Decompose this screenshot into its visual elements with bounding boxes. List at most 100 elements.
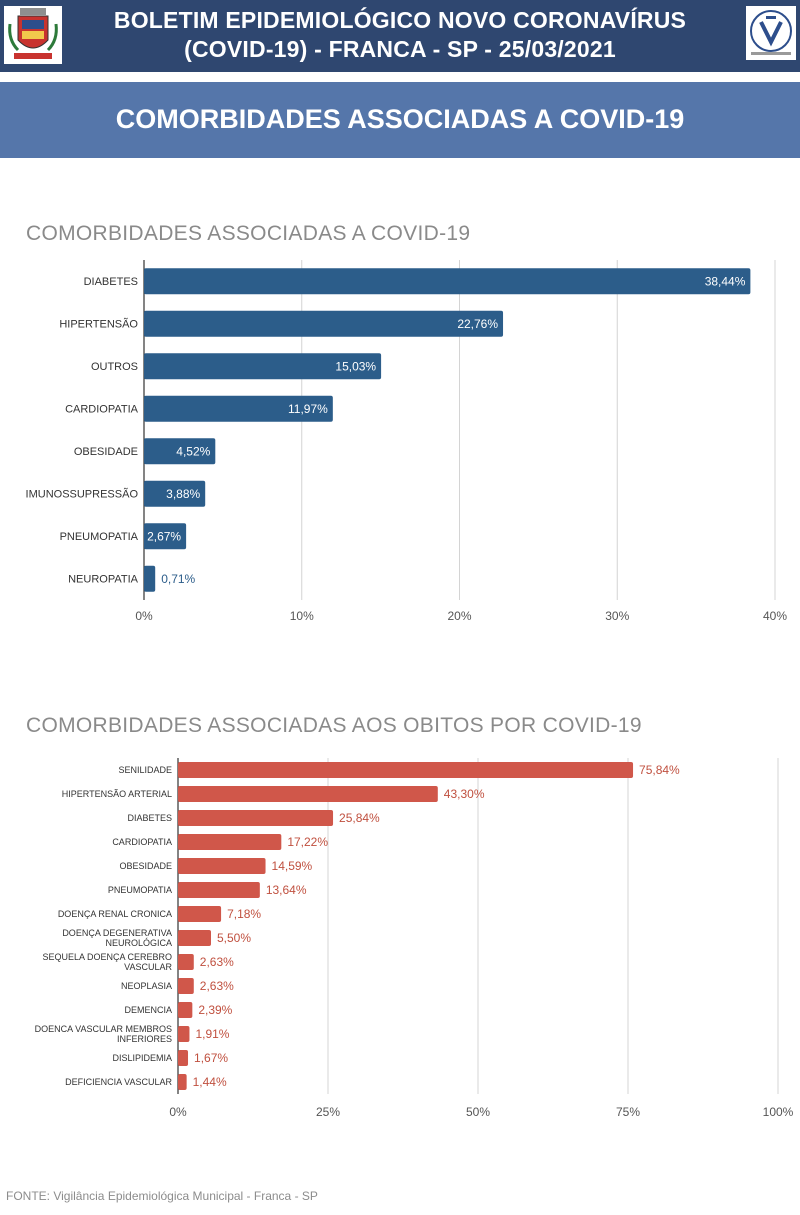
- category-label: DOENCA VASCULAR MEMBROS INFERIORES: [35, 1024, 172, 1044]
- data-label: 13,64%: [266, 883, 307, 897]
- category-label: DIABETES: [127, 813, 172, 823]
- bar: [144, 268, 751, 295]
- category-label-line: DOENÇA RENAL CRONICA: [58, 909, 172, 919]
- x-tick-label: 0%: [135, 609, 153, 623]
- category-label-line: HIPERTENSÃO ARTERIAL: [62, 789, 172, 799]
- category-label-line: HIPERTENSÃO: [59, 318, 138, 331]
- bar: [178, 834, 282, 850]
- data-label: 0,71%: [161, 572, 195, 586]
- category-label: NEOPLASIA: [121, 981, 172, 991]
- bar: [144, 480, 206, 507]
- bar: [178, 810, 334, 826]
- data-label: 4,52%: [176, 444, 210, 458]
- category-label-line: VASCULAR: [124, 962, 172, 972]
- bar: [144, 310, 504, 337]
- data-label: 5,50%: [217, 931, 251, 945]
- category-label: OUTROS: [91, 361, 138, 373]
- banner-title: COMORBIDADES ASSOCIADAS A COVID-19: [115, 104, 685, 134]
- data-label: 2,67%: [147, 529, 181, 543]
- category-label: DOENÇA RENAL CRONICA: [58, 909, 172, 919]
- category-label-line: INFERIORES: [117, 1034, 172, 1044]
- category-label: DOENÇA DEGENERATIVA NEUROLÓGICA: [62, 928, 172, 948]
- category-label: NEUROPATIA: [68, 574, 139, 586]
- bar: [178, 1002, 193, 1018]
- bulletin-title: BOLETIM EPIDEMIOLÓGICO NOVO CORONAVÍRUS …: [80, 6, 720, 64]
- x-tick-label: 10%: [290, 609, 314, 623]
- category-label-line: DIABETES: [127, 813, 172, 823]
- data-label: 25,84%: [339, 811, 380, 825]
- category-label-line: OBESIDADE: [119, 861, 172, 871]
- category-label-line: DOENÇA DEGENERATIVA: [62, 928, 172, 938]
- category-label: DEMENCIA: [124, 1005, 172, 1015]
- data-label: 7,18%: [227, 907, 261, 921]
- bar: [178, 954, 194, 970]
- x-tick-label: 75%: [616, 1105, 640, 1119]
- category-label-line: NEOPLASIA: [121, 981, 172, 991]
- category-label-line: OBESIDADE: [74, 446, 138, 458]
- category-label: OBESIDADE: [74, 446, 138, 458]
- data-label: 2,39%: [198, 1003, 232, 1017]
- category-label-line: OUTROS: [91, 361, 138, 373]
- category-label: HIPERTENSÃO: [59, 318, 138, 331]
- x-tick-label: 40%: [763, 609, 787, 623]
- bar: [144, 565, 156, 592]
- category-label-line: DEMENCIA: [124, 1005, 172, 1015]
- category-label-line: DOENCA VASCULAR MEMBROS: [35, 1024, 172, 1034]
- bar: [178, 906, 222, 922]
- bar: [144, 438, 216, 465]
- source-footnote: FONTE: Vigilância Epidemiológica Municip…: [6, 1189, 318, 1203]
- bar: [178, 786, 438, 802]
- category-label: DIABETES: [84, 276, 138, 288]
- x-tick-label: 0%: [169, 1105, 187, 1119]
- category-label-line: NEUROLÓGICA: [105, 938, 172, 948]
- category-label-line: DISLIPIDEMIA: [112, 1053, 172, 1063]
- bar: [178, 762, 634, 778]
- category-label: CARDIOPATIA: [65, 404, 139, 416]
- category-label-line: PNEUMOPATIA: [60, 531, 139, 543]
- category-label-line: DIABETES: [84, 276, 138, 288]
- data-label: 1,44%: [193, 1075, 227, 1089]
- category-label-line: NEUROPATIA: [68, 574, 139, 586]
- category-label: SEQUELA DOENÇA CEREBRO VASCULAR: [42, 952, 172, 972]
- data-label: 11,97%: [288, 402, 328, 416]
- bulletin-title-line2: (COVID-19) - FRANCA - SP - 25/03/2021: [184, 36, 616, 62]
- category-label: HIPERTENSÃO ARTERIAL: [62, 789, 172, 799]
- data-label: 2,63%: [200, 955, 234, 969]
- x-tick-label: 25%: [316, 1105, 340, 1119]
- section-banner: COMORBIDADES ASSOCIADAS A COVID-19: [0, 82, 800, 158]
- category-label-line: DEFICIENCIA VASCULAR: [65, 1077, 172, 1087]
- category-label-line: SENILIDADE: [118, 765, 172, 775]
- data-label: 15,03%: [335, 359, 376, 373]
- x-tick-label: 20%: [447, 609, 471, 623]
- data-label: 2,63%: [200, 979, 234, 993]
- x-tick-label: 100%: [763, 1105, 794, 1119]
- comorbidities-deaths-chart: 0% 25% 50% 75% 100% SENILIDADE 75,84% HIPERTENS…: [35, 758, 794, 1119]
- category-label-line: PNEUMOPATIA: [108, 885, 172, 895]
- data-label: 3,88%: [166, 487, 200, 501]
- x-tick-label: 30%: [605, 609, 629, 623]
- category-label-line: SEQUELA DOENÇA CEREBRO: [42, 952, 172, 962]
- category-label: CARDIOPATIA: [112, 837, 172, 847]
- data-label: 43,30%: [444, 787, 485, 801]
- data-label: 75,84%: [639, 763, 680, 777]
- category-label-line: CARDIOPATIA: [112, 837, 172, 847]
- bar: [144, 523, 187, 550]
- bar: [144, 395, 333, 422]
- category-label: DISLIPIDEMIA: [112, 1053, 172, 1063]
- chart1-title: COMORBIDADES ASSOCIADAS A COVID-19: [26, 222, 471, 245]
- data-label: 38,44%: [705, 274, 746, 288]
- bar: [178, 1050, 189, 1066]
- x-tick-label: 50%: [466, 1105, 490, 1119]
- bar: [178, 930, 211, 946]
- bulletin-title-line1: BOLETIM EPIDEMIOLÓGICO NOVO CORONAVÍRUS: [113, 7, 687, 33]
- vigilancia-logo: [746, 6, 796, 60]
- header-bar: BOLETIM EPIDEMIOLÓGICO NOVO CORONAVÍRUS …: [0, 0, 800, 72]
- data-label: 14,59%: [272, 859, 313, 873]
- category-label: SENILIDADE: [118, 765, 172, 775]
- category-label: PNEUMOPATIA: [108, 885, 172, 895]
- bar: [178, 882, 260, 898]
- category-label: DEFICIENCIA VASCULAR: [65, 1077, 172, 1087]
- city-coat-of-arms-logo: [4, 6, 62, 64]
- bar: [144, 353, 382, 380]
- bar: [178, 858, 266, 874]
